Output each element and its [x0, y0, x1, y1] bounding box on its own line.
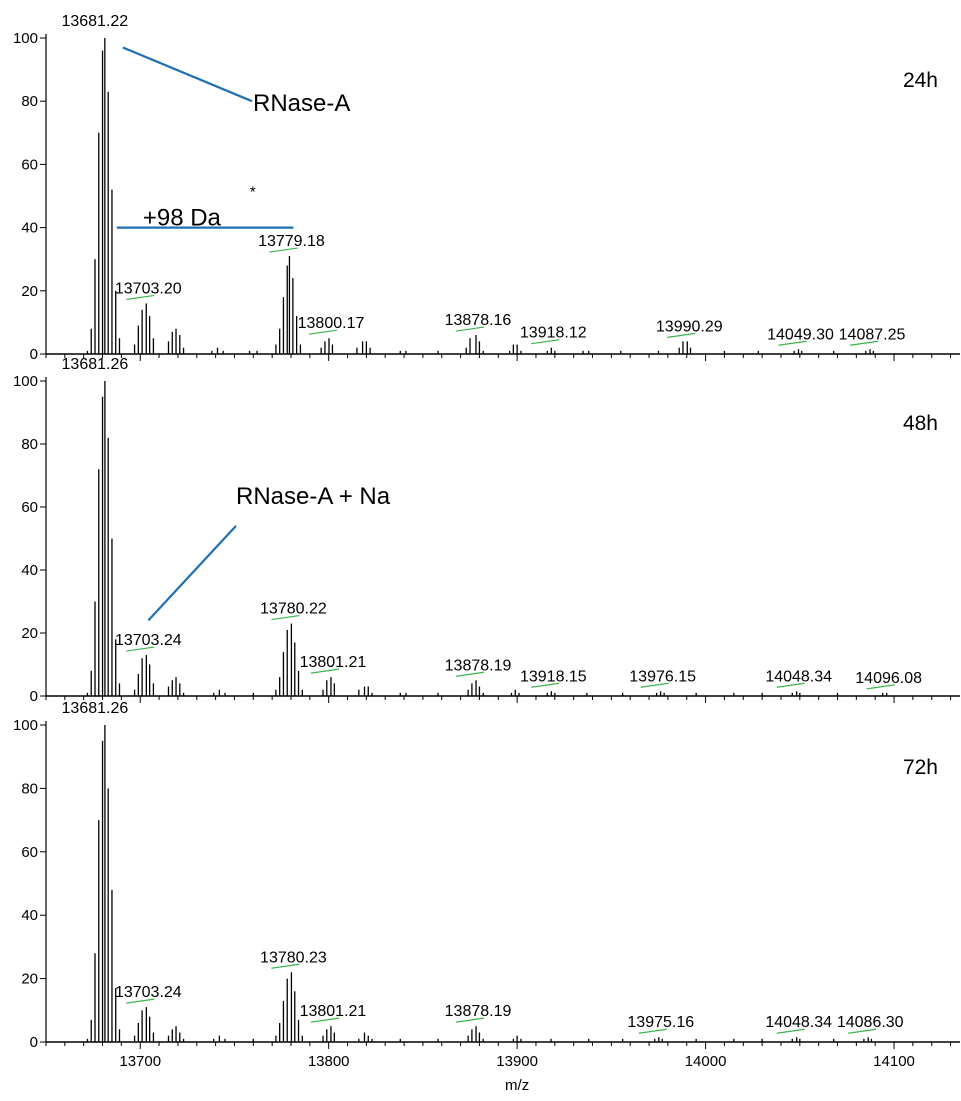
mass-shift-label: +98 Da [143, 205, 222, 232]
y-tick-label: 100 [13, 30, 38, 47]
x-tick-label: 13700 [119, 1053, 161, 1070]
peak-label-marker [126, 294, 155, 301]
y-tick-label: 40 [21, 562, 38, 579]
x-axis: 13700 13800 13900 14000 14100 m/z [119, 1053, 915, 1094]
peak-label: 14096.08 [855, 670, 922, 687]
peak-label: 14086.30 [837, 1014, 904, 1031]
y-tick-label: 100 [13, 717, 38, 734]
y-tick-label: 80 [21, 93, 38, 110]
callout-label: RNase-A + Na [236, 483, 391, 510]
peak-label: 13780.22 [260, 601, 327, 618]
y-tick-label: 80 [21, 780, 38, 797]
peak-label-marker [638, 1028, 667, 1034]
x-tick-label: 13800 [308, 1053, 350, 1070]
mass-shift-asterisk: * [250, 184, 256, 201]
panel-label: 72h [903, 756, 938, 779]
callout-line [147, 525, 237, 622]
peak-label-marker [776, 1028, 805, 1034]
panel-72h: 0 20 40 60 80 100 13681.26 13703.24 13780.23 1380… [13, 700, 960, 1051]
peak-label-marker [778, 340, 807, 346]
peak-label-marker [126, 646, 155, 652]
peak-label-marker [849, 340, 879, 346]
peak-label-marker [531, 339, 560, 345]
peak-label-marker [455, 1017, 485, 1023]
peak-label: 13801.21 [300, 1003, 367, 1020]
spectra-panels: 0 20 40 60 80 100 13681.22 13703.20 13779.18 1380… [13, 13, 960, 1051]
y-tick-label: 0 [30, 688, 38, 705]
peak-label: 13703.24 [115, 632, 182, 649]
peak-label-marker [848, 1028, 877, 1034]
y-tick-label: 40 [21, 220, 38, 237]
peak-label: 13918.15 [520, 668, 587, 685]
panel-label: 24h [903, 69, 938, 92]
y-tick-label: 20 [21, 283, 38, 300]
panel-label: 48h [903, 412, 938, 435]
peak-label-marker [310, 1017, 340, 1023]
y-tick-label: 60 [21, 844, 38, 861]
peak-label-marker [271, 614, 300, 621]
peak-label: 13800.17 [298, 315, 365, 332]
y-tick-label: 80 [21, 436, 38, 453]
panel-48h: 0 20 40 60 80 100 13681.26 13703.24 13780.22 1380… [13, 356, 960, 705]
peak-label: 13878.16 [445, 312, 512, 329]
peak-label-marker [531, 682, 560, 688]
y-tick-label: 60 [21, 156, 38, 173]
peak-label-marker [310, 668, 340, 674]
peak-label: 13681.26 [62, 356, 129, 373]
y-tick-label: 0 [30, 1034, 38, 1051]
peak-label: 13681.26 [62, 700, 129, 717]
y-tick-label: 60 [21, 499, 38, 516]
panel-24h: 0 20 40 60 80 100 13681.22 13703.20 13779.18 1380… [13, 13, 960, 363]
peak-label: 13681.22 [61, 13, 128, 30]
callout-label: RNase-A [253, 90, 350, 117]
peak-label: 14048.34 [765, 668, 832, 685]
peak-label: 13918.12 [520, 325, 587, 342]
y-tick-label: 40 [21, 907, 38, 924]
peak-label: 13801.21 [300, 654, 367, 671]
peak-label: 14049.30 [767, 326, 834, 343]
peak-label-marker [455, 326, 485, 332]
peak-label: 13703.20 [115, 280, 182, 297]
x-tick-label: 13900 [496, 1053, 538, 1070]
peak-label-marker [866, 684, 895, 690]
callout-line [122, 46, 253, 103]
peak-label-marker [126, 998, 155, 1004]
peak-label-marker [776, 682, 805, 688]
y-tick-label: 100 [13, 373, 38, 390]
peak-label-marker [667, 332, 696, 338]
x-tick-label: 14000 [685, 1053, 727, 1070]
peak-label: 13975.16 [627, 1014, 694, 1031]
peak-label-marker [269, 247, 298, 253]
x-axis-label: m/z [505, 1077, 529, 1094]
y-tick-label: 0 [30, 346, 38, 363]
y-tick-label: 20 [21, 971, 38, 988]
x-tick-label: 14100 [873, 1053, 915, 1070]
peak-label-marker [640, 682, 669, 688]
peak-label: 13990.29 [656, 318, 723, 335]
peak-label-marker [455, 671, 485, 677]
peak-label-marker [308, 329, 338, 335]
peak-label: 13780.23 [260, 949, 327, 966]
peak-label: 13976.15 [629, 668, 696, 685]
peak-label-marker [271, 963, 300, 969]
y-tick-label: 20 [21, 625, 38, 642]
peak-label: 14087.25 [839, 326, 906, 343]
peak-label: 13703.24 [115, 984, 182, 1001]
peak-label: 13878.19 [445, 657, 512, 674]
peak-label: 14048.34 [765, 1014, 832, 1031]
peak-label: 13779.18 [258, 233, 325, 250]
peak-label: 13878.19 [445, 1003, 512, 1020]
